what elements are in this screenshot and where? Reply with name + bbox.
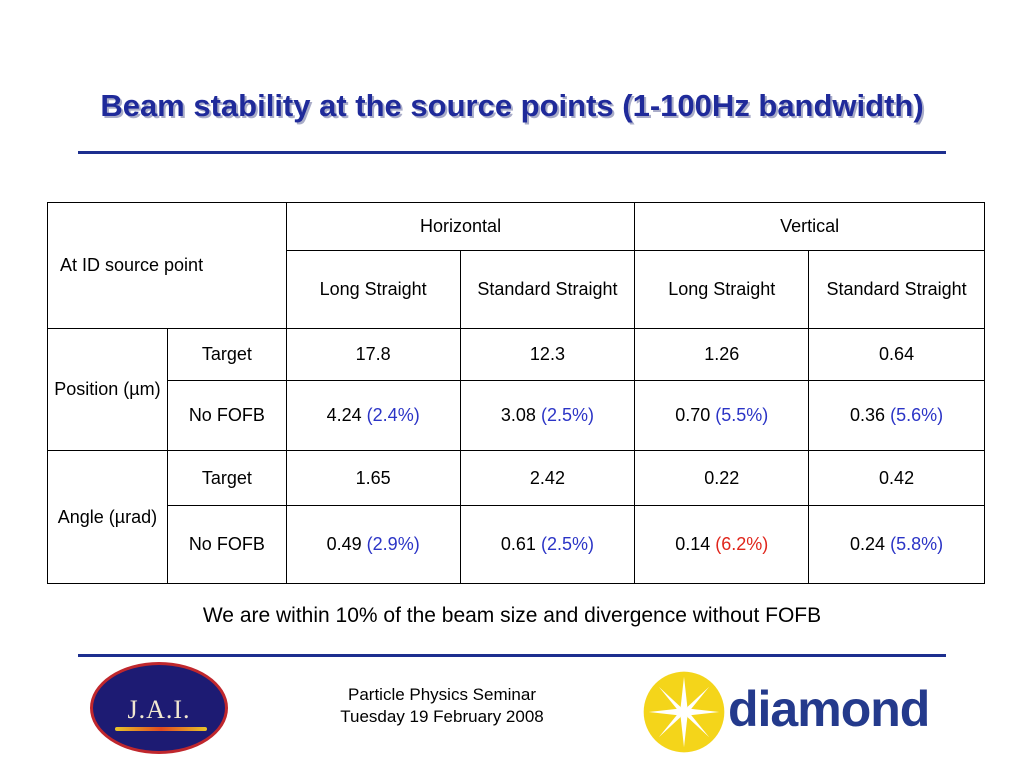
subheader-h-standard: Standard Straight [459,250,636,329]
cell: 0.22 [634,450,810,506]
cell-value: 0.61 [500,534,536,554]
cell-value: 4.24 [326,405,362,425]
table-row: Long Straight Standard Straight Long Str… [48,250,985,329]
cell-percent: (2.4%) [366,405,420,425]
corner-header: At ID source point [47,202,287,329]
cell-percent: (6.2%) [715,534,769,554]
cell: 0.36 (5.6%) [808,380,985,451]
cell: 0.70 (5.5%) [634,380,810,451]
cell-percent: (2.5%) [540,534,594,554]
footer-text: Particle Physics Seminar Tuesday 19 Febr… [300,684,584,728]
row-group-angle: Angle (µrad) [47,450,168,584]
row-label-target: Target [166,450,287,506]
jai-logo-text: J.A.I. [127,695,191,724]
cell: 0.24 (5.8%) [808,505,985,584]
jai-logo: J.A.I. [90,662,228,754]
cell-value: 0.24 [850,534,886,554]
summary-text: We are within 10% of the beam size and d… [202,604,822,627]
cell: 0.49 (2.9%) [285,505,461,584]
cell: 3.08 (2.5%) [459,380,636,451]
table-row: No FOFB 4.24 (2.4%) 3.08 (2.5%) 0.70 (5.… [48,380,985,451]
slide-title: Beam stability at the source points (1-1… [100,88,924,123]
cell-value: 0.14 [675,534,711,554]
subheader-v-standard: Standard Straight [808,250,985,329]
diamond-wordmark: diamond [728,681,930,737]
cell: 12.3 [459,328,636,381]
cell: 1.26 [634,328,810,381]
header-horizontal: Horizontal [285,202,636,251]
cell-percent: (5.6%) [890,405,944,425]
subheader-h-long: Long Straight [285,250,461,329]
table-row: Angle (µrad) Target 1.65 2.42 0.22 0.42 [47,450,985,584]
table-row: At ID source point Horizontal Vertical [47,202,985,329]
cell: 0.42 [808,450,985,506]
diamond-logo: diamond [640,666,940,756]
cell-percent: (2.9%) [366,534,420,554]
row-group-position: Position (µm) [47,328,168,451]
cell-value: 0.70 [675,405,711,425]
header-vertical: Vertical [634,202,985,251]
cell: 1.65 [285,450,461,506]
cell-value: 0.36 [850,405,886,425]
cell-value: 0.49 [326,534,362,554]
row-label-target: Target [166,328,287,381]
cell: 17.8 [285,328,461,381]
cell: 0.64 [808,328,985,381]
cell-percent: (5.5%) [715,405,769,425]
jai-swoosh-icon [115,727,207,731]
cell: 4.24 (2.4%) [285,380,461,451]
table-row: No FOFB 0.49 (2.9%) 0.61 (2.5%) 0.14 (6.… [48,505,985,584]
seminar-name: Particle Physics Seminar [347,685,536,704]
table-row: Position (µm) Target 17.8 12.3 1.26 0.64 [47,328,985,451]
diamond-star-icon [643,671,725,753]
seminar-date: Tuesday 19 February 2008 [340,707,544,726]
cell: 0.14 (6.2%) [634,505,810,584]
row-label-no-fofb: No FOFB [166,505,287,584]
cell: 0.61 (2.5%) [459,505,636,584]
title-divider [78,151,946,154]
beam-stability-table: At ID source point Horizontal Vertical L… [47,202,985,584]
cell-percent: (5.8%) [890,534,944,554]
cell-value: 3.08 [500,405,536,425]
cell-percent: (2.5%) [540,405,594,425]
subheader-v-long: Long Straight [634,250,810,329]
cell: 2.42 [459,450,636,506]
row-label-no-fofb: No FOFB [166,380,287,451]
footer-divider [78,654,946,657]
